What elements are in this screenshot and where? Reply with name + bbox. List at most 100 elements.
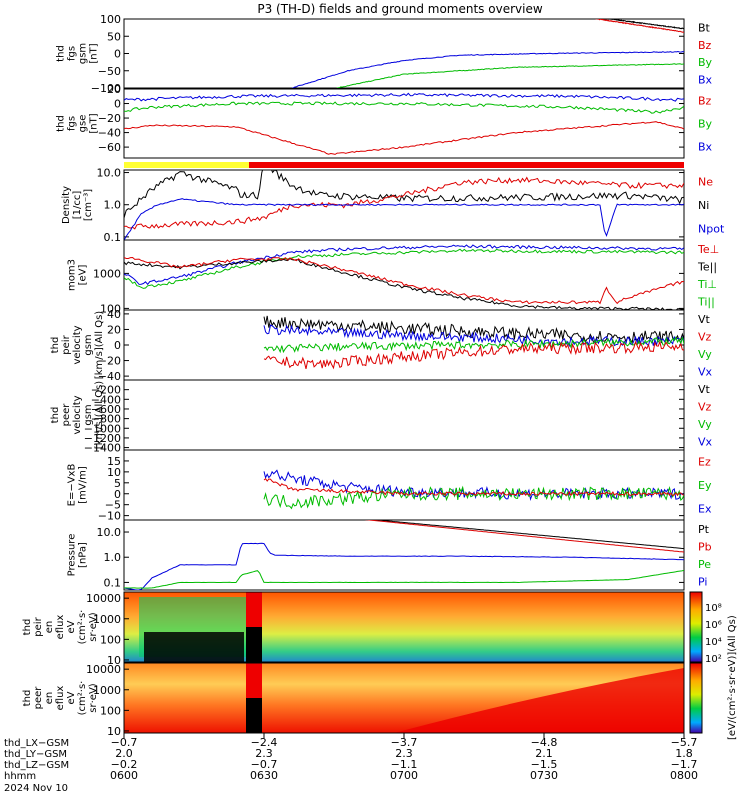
y-tick-label: 1.0: [104, 551, 122, 564]
time-axis-value: −1.1: [391, 758, 418, 771]
legend-entry: Vx: [698, 435, 713, 448]
y-tick-label: 100: [100, 633, 121, 646]
time-axis-value: −1.7: [671, 758, 698, 771]
legend-entry: Bt: [698, 22, 711, 35]
y-tick-label: 0: [114, 48, 121, 61]
series-Npot: [124, 198, 684, 240]
y-axis-label: [cm⁻³]: [83, 189, 94, 221]
panel-frame: [123, 88, 685, 159]
colorbar-tick-label: 10⁴: [705, 637, 722, 648]
time-axis-row-label: thd_LZ−GSM: [4, 760, 69, 771]
legend-entry: Te⊥: [697, 243, 719, 256]
time-axis-value: 2.3: [395, 747, 413, 760]
y-tick-label: −200: [91, 384, 121, 397]
y-axis-label: Pressure: [67, 534, 78, 577]
y-axis-label: sr·eV): [88, 683, 99, 712]
y-tick-label: −5: [105, 499, 121, 512]
y-tick-label: −40: [98, 370, 121, 383]
y-tick-label: 0.1: [104, 576, 122, 589]
spectrogram-peir-en-eflux: 10000 1000 100 10 thd peir en eflux eV (cm²·s· sr·…: [22, 591, 685, 667]
legend-entry: Pb: [698, 540, 712, 553]
y-axis-label: [eV]: [78, 265, 89, 286]
spectrogram-frame: [123, 591, 685, 663]
legend-entry: By: [698, 118, 713, 131]
series-Pt: [371, 520, 684, 550]
colorbar-top: [689, 591, 703, 663]
series-Ti||: [124, 248, 684, 289]
legend-entry: Ti||: [697, 295, 715, 308]
y-tick-label: 100: [100, 302, 121, 315]
y-tick-label: 1000: [93, 267, 121, 280]
y-tick-label: −1400: [84, 442, 121, 455]
quality-bar-flagged: [249, 162, 684, 168]
y-tick-label: 10.0: [97, 167, 122, 180]
y-tick-label: 1000: [93, 684, 121, 697]
panel-peer-velocity: −200−400−600−800−1000−1200−1400 thd peer ve…: [50, 379, 713, 455]
y-axis-label: eflux: [55, 686, 66, 711]
time-axis-row-label: hhmm: [4, 771, 36, 782]
legend-entry: Vy: [698, 418, 712, 431]
y-axis-label: gsm: [83, 334, 94, 355]
y-tick-label: −60: [98, 141, 121, 154]
y-axis-label: [km/s](All Qs): [94, 311, 105, 379]
y-tick-label: −20: [98, 355, 121, 368]
series-Ni: [124, 170, 684, 219]
legend-entry: Pt: [698, 523, 710, 536]
y-tick-label: 100: [100, 704, 121, 717]
time-axis-value: 2.1: [535, 747, 553, 760]
legend-entry: Vt: [698, 383, 711, 396]
y-axis-label: thd: [56, 115, 67, 132]
legend-entry: Pe: [698, 558, 711, 571]
series-By: [336, 63, 684, 88]
panel-frame: [123, 449, 685, 521]
y-axis-label: en: [44, 692, 55, 705]
series-Te||: [124, 258, 684, 310]
time-axis-value: 1.8: [675, 747, 693, 760]
time-axis-row-label: thd_LY−GSM: [4, 749, 67, 760]
series-Bx: [124, 92, 684, 102]
y-axis-label: peer: [61, 403, 72, 427]
spectrogram-peer-en-eflux: 10000 1000 100 10 thd peer en eflux eV (cm²·s· sr·…: [22, 662, 685, 738]
figure-title: P3 (TH-D) fields and ground moments over…: [257, 2, 542, 16]
y-axis-label: E=−VxB: [67, 464, 78, 507]
panel-density: 10.0 1.0 0.1 Density [1/cc] [cm⁻³] Ne Ni Npot: [61, 167, 725, 244]
legend-entry: Bz: [698, 39, 712, 52]
y-axis-label: thd: [22, 690, 33, 707]
legend-entry: Bx: [698, 141, 713, 154]
y-tick-label: 0: [114, 339, 121, 352]
series-Vy: [263, 336, 684, 354]
time-axis-value: −3.7: [391, 736, 418, 749]
y-axis-label: en: [44, 621, 55, 634]
colorbar-tick-label: 10⁸: [705, 603, 722, 614]
y-tick-label: 10.0: [97, 526, 122, 539]
y-axis-label: gse: [78, 115, 89, 133]
panel-fgs-gsm: 100 50 0 −50 −100 thd fgs gsm [nT] Bt Bz By Bx: [56, 13, 713, 95]
time-axis-value: −0.7: [251, 758, 278, 771]
legend-entry: Vy: [698, 348, 712, 361]
y-tick-label: 100: [100, 13, 121, 26]
time-axis-value: −1.5: [531, 758, 558, 771]
y-axis-label: thd: [50, 407, 61, 424]
spectrogram-gap-fill: [246, 627, 262, 662]
series-Bz: [124, 121, 684, 155]
time-axis-value: 0630: [250, 769, 278, 782]
y-axis-label: (cm²·s·: [77, 681, 88, 716]
time-axis-value: −4.8: [531, 736, 558, 749]
time-axis-value: −2.4: [251, 736, 278, 749]
quality-bar-good: [124, 162, 249, 168]
y-axis-label: peer: [33, 686, 44, 710]
legend-entry: Ez: [698, 456, 711, 469]
y-axis-label: eflux: [55, 615, 66, 640]
y-axis-label: [km/s](All Qs): [94, 381, 105, 449]
y-tick-label: 10: [107, 725, 121, 738]
y-tick-label: 0.1: [104, 231, 122, 244]
y-axis-label: [nPa]: [78, 542, 89, 568]
y-axis-label: velocity: [72, 325, 83, 364]
y-tick-label: 15: [107, 455, 121, 468]
y-tick-label: −800: [91, 413, 121, 426]
y-tick-label: −600: [91, 403, 121, 416]
legend-entry: Te||: [697, 260, 717, 273]
series-Te⊥: [124, 256, 684, 305]
colorbar-tick-label: 10⁶: [705, 620, 722, 631]
